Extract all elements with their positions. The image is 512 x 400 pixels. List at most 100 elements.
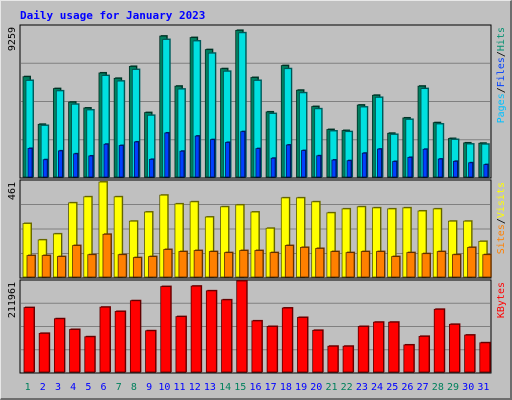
bar-kbytes-day-25 bbox=[388, 321, 400, 373]
bar-sites-day-30 bbox=[467, 246, 477, 278]
x-tick-label-day-31: 31 bbox=[477, 382, 489, 393]
x-tick-label-day-22: 22 bbox=[341, 382, 353, 393]
bar-files-day-27 bbox=[422, 148, 429, 178]
bar-sites-day-29 bbox=[452, 253, 462, 278]
x-tick-label-day-6: 6 bbox=[101, 382, 107, 393]
bar-files-day-16 bbox=[255, 147, 261, 178]
x-tick-label-day-30: 30 bbox=[462, 382, 474, 393]
legend-item-sites: Sites bbox=[496, 224, 507, 254]
bar-kbytes-day-4 bbox=[69, 328, 81, 373]
x-tick-label-day-14: 14 bbox=[219, 382, 231, 393]
bar-files-day-19 bbox=[301, 149, 307, 178]
bar-sites-day-6 bbox=[102, 233, 112, 278]
bar-sites-day-9 bbox=[148, 255, 158, 278]
bar-files-day-18 bbox=[285, 144, 292, 178]
bar-sites-day-22 bbox=[345, 251, 356, 278]
bar-sites-day-2 bbox=[41, 254, 52, 278]
bar-sites-day-11 bbox=[178, 250, 188, 278]
x-tick-label-day-26: 26 bbox=[401, 382, 413, 393]
bar-files-day-24 bbox=[377, 148, 383, 178]
bar-kbytes-day-31 bbox=[479, 341, 491, 373]
x-tick-label-day-7: 7 bbox=[116, 382, 122, 393]
bar-kbytes-day-1 bbox=[23, 306, 35, 373]
bar-files-day-5 bbox=[88, 154, 94, 178]
bar-sites-day-27 bbox=[421, 252, 432, 278]
bar-sites-day-17 bbox=[269, 251, 280, 278]
bar-sites-day-23 bbox=[360, 250, 371, 278]
x-tick-label-day-23: 23 bbox=[356, 382, 368, 393]
bar-files-day-25 bbox=[392, 160, 398, 178]
x-tick-label-day-9: 9 bbox=[146, 382, 152, 393]
bar-kbytes-day-16 bbox=[251, 319, 263, 373]
x-tick-label-day-25: 25 bbox=[386, 382, 398, 393]
bar-kbytes-day-10 bbox=[160, 285, 172, 373]
bar-sites-day-1 bbox=[26, 254, 36, 278]
bar-kbytes-day-27 bbox=[418, 335, 431, 373]
legend-item-pages: Pages bbox=[496, 93, 507, 123]
x-tick-label-day-17: 17 bbox=[265, 382, 277, 393]
bar-sites-day-7 bbox=[117, 253, 128, 278]
bar-files-day-12 bbox=[194, 135, 201, 178]
x-tick-label-day-24: 24 bbox=[371, 382, 383, 393]
bar-sites-day-25 bbox=[391, 255, 401, 278]
ymax-label-pages-files-hits: 9259 bbox=[7, 27, 18, 51]
x-tick-label-day-19: 19 bbox=[295, 382, 307, 393]
bar-kbytes-day-26 bbox=[403, 343, 415, 373]
bar-kbytes-day-17 bbox=[266, 325, 279, 373]
bar-files-day-22 bbox=[346, 159, 353, 178]
x-tick-label-day-12: 12 bbox=[189, 382, 201, 393]
x-tick-label-day-27: 27 bbox=[417, 382, 429, 393]
x-tick-label-day-4: 4 bbox=[70, 382, 76, 393]
bar-kbytes-day-24 bbox=[373, 321, 385, 373]
bar-files-day-13 bbox=[209, 138, 216, 178]
bar-sites-day-21 bbox=[330, 250, 340, 278]
bar-files-day-2 bbox=[42, 158, 49, 178]
bar-files-day-6 bbox=[103, 143, 109, 178]
x-tick-label-day-15: 15 bbox=[234, 382, 246, 393]
bar-files-day-1 bbox=[27, 147, 33, 178]
bar-sites-day-20 bbox=[315, 247, 325, 278]
bar-files-day-11 bbox=[179, 150, 185, 178]
bar-sites-day-26 bbox=[406, 251, 416, 278]
bar-kbytes-day-6 bbox=[99, 306, 111, 373]
bar-kbytes-day-15 bbox=[236, 280, 248, 373]
bar-files-day-31 bbox=[483, 163, 489, 178]
bar-kbytes-day-23 bbox=[357, 325, 370, 373]
ymax-label-kbytes: 211961 bbox=[7, 282, 18, 318]
bar-sites-day-31 bbox=[482, 253, 492, 278]
bar-sites-day-12 bbox=[193, 249, 204, 278]
bar-sites-day-8 bbox=[132, 256, 143, 278]
x-tick-label-day-21: 21 bbox=[325, 382, 337, 393]
bar-files-day-23 bbox=[361, 152, 368, 178]
x-tick-label-day-5: 5 bbox=[85, 382, 91, 393]
bar-kbytes-day-14 bbox=[221, 298, 233, 373]
bar-kbytes-day-2 bbox=[38, 332, 51, 373]
x-tick-label-day-20: 20 bbox=[310, 382, 322, 393]
x-tick-label-day-3: 3 bbox=[55, 382, 61, 393]
bar-files-day-26 bbox=[407, 156, 413, 178]
legend-item-files: Files bbox=[496, 57, 507, 87]
bar-files-day-4 bbox=[73, 152, 79, 178]
bar-kbytes-day-5 bbox=[84, 335, 96, 373]
bar-files-day-14 bbox=[225, 141, 231, 178]
bar-sites-day-3 bbox=[56, 255, 67, 278]
bar-kbytes-day-3 bbox=[53, 317, 66, 373]
bar-files-day-3 bbox=[57, 149, 64, 178]
ymax-label-visits-sites: 461 bbox=[7, 182, 18, 200]
x-tick-label-day-16: 16 bbox=[249, 382, 261, 393]
bar-files-day-8 bbox=[133, 140, 140, 178]
legend-item-kbytes: KBytes bbox=[496, 282, 507, 318]
x-tick-label-day-2: 2 bbox=[40, 382, 46, 393]
bar-sites-day-15 bbox=[239, 249, 249, 278]
bar-files-day-29 bbox=[453, 160, 459, 178]
bar-kbytes-day-9 bbox=[145, 329, 157, 373]
bar-files-day-20 bbox=[316, 154, 322, 178]
x-tick-label-day-8: 8 bbox=[131, 382, 137, 393]
bar-kbytes-day-8 bbox=[129, 299, 142, 373]
bar-files-day-30 bbox=[468, 161, 474, 178]
legend-item-visits: Visits bbox=[496, 182, 507, 218]
x-tick-label-day-18: 18 bbox=[280, 382, 292, 393]
bar-kbytes-day-29 bbox=[449, 323, 461, 373]
bar-kbytes-day-28 bbox=[433, 308, 446, 373]
